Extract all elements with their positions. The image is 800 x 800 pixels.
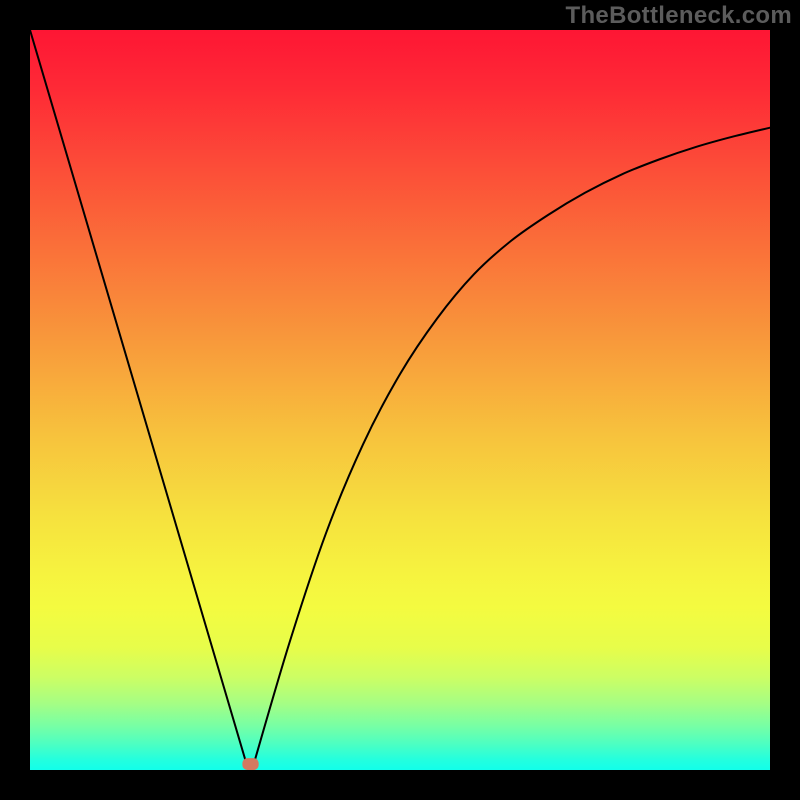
gradient-background [30, 30, 770, 770]
chart-svg [0, 0, 800, 800]
optimal-point-marker [242, 758, 258, 770]
chart-canvas [0, 0, 800, 800]
chart-container: TheBottleneck.com [0, 0, 800, 800]
watermark-text: TheBottleneck.com [566, 2, 792, 30]
